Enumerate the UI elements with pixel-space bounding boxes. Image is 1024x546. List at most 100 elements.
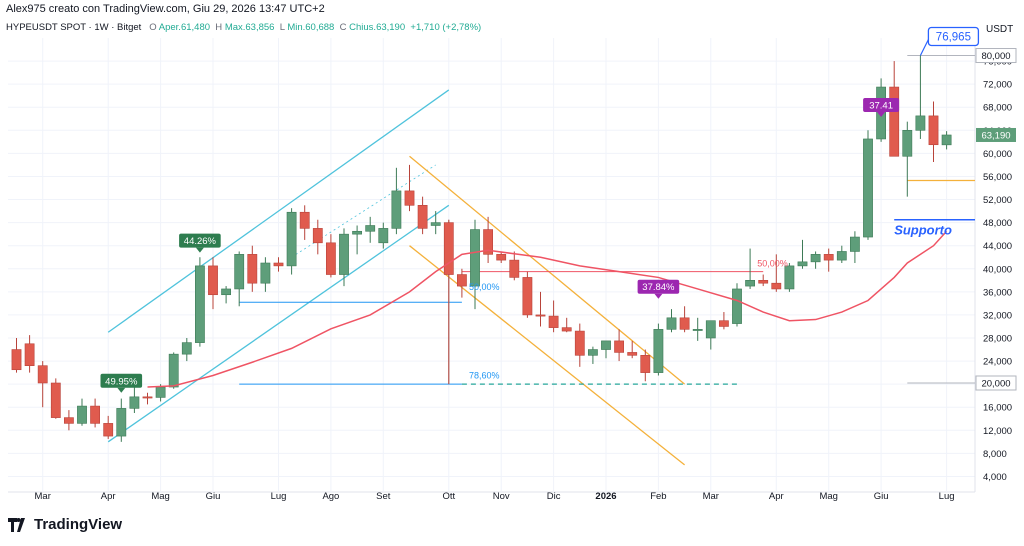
- green-percent-badge-text: 44.26%: [184, 236, 217, 247]
- candle-body[interactable]: [404, 190, 415, 206]
- candle-body[interactable]: [587, 349, 598, 356]
- candle-body[interactable]: [260, 262, 271, 284]
- candle-body[interactable]: [129, 396, 140, 409]
- candle-body[interactable]: [50, 382, 61, 418]
- candle-body[interactable]: [705, 320, 716, 339]
- candle-body[interactable]: [561, 327, 572, 332]
- candle-body[interactable]: [941, 134, 952, 146]
- candle-body[interactable]: [758, 280, 769, 284]
- y-tick-label: 28,000: [983, 334, 1012, 345]
- candle-body[interactable]: [601, 340, 611, 350]
- candle-body[interactable]: [103, 423, 114, 437]
- green-percent-badge-text: 49.95%: [105, 376, 138, 387]
- candle-body[interactable]: [325, 242, 336, 275]
- candle-body[interactable]: [771, 282, 782, 290]
- x-tick-label: 2026: [595, 491, 616, 502]
- ohlc-legend: HYPEUSDT SPOT · 1W · Bitget O Aper.61,48…: [6, 22, 481, 33]
- descending-channel-lower: [409, 245, 686, 466]
- candle-body[interactable]: [614, 340, 624, 353]
- candle-body[interactable]: [312, 228, 323, 244]
- x-tick-label: Lug: [271, 491, 287, 502]
- candle-body[interactable]: [234, 254, 245, 290]
- candle-body[interactable]: [915, 115, 926, 131]
- candle-body[interactable]: [443, 222, 454, 275]
- candle-body[interactable]: [365, 225, 376, 232]
- candle-body[interactable]: [391, 190, 402, 229]
- candle-body[interactable]: [208, 265, 218, 296]
- candle-body[interactable]: [417, 205, 428, 229]
- candle-body[interactable]: [483, 229, 493, 255]
- x-tick-label: Mar: [35, 491, 51, 502]
- candle-body[interactable]: [692, 329, 703, 331]
- candle-body[interactable]: [339, 233, 349, 275]
- candle-body[interactable]: [90, 405, 100, 424]
- candle-body[interactable]: [666, 317, 677, 330]
- candle-body[interactable]: [902, 130, 913, 157]
- candle-body[interactable]: [627, 352, 638, 356]
- x-tick-label: Nov: [493, 491, 510, 502]
- x-tick-label: Mag: [819, 491, 837, 502]
- ath-callout-text: 76,965: [936, 32, 971, 44]
- symbol-label[interactable]: HYPEUSDT SPOT · 1W · Bitget: [6, 22, 142, 33]
- candle-body[interactable]: [456, 274, 467, 287]
- candle-body[interactable]: [352, 230, 362, 235]
- candle-body[interactable]: [836, 251, 847, 261]
- candle-body[interactable]: [574, 330, 585, 356]
- candle-body[interactable]: [784, 265, 795, 290]
- candle-body[interactable]: [849, 236, 860, 252]
- purple-percent-badge-pointer: [654, 293, 663, 299]
- tradingview-logo[interactable]: TradingView: [8, 516, 122, 533]
- candle-body[interactable]: [286, 211, 297, 267]
- candle-body[interactable]: [522, 277, 533, 316]
- candle-body[interactable]: [797, 261, 808, 267]
- purple-percent-badge-text: 37.41: [869, 101, 893, 112]
- candle-body[interactable]: [195, 265, 205, 343]
- candle-body[interactable]: [810, 254, 821, 263]
- close-letter: C: [339, 22, 347, 33]
- candle-body[interactable]: [64, 417, 74, 424]
- candle-body[interactable]: [928, 115, 939, 146]
- candle-body[interactable]: [168, 353, 179, 388]
- candle-body[interactable]: [889, 86, 900, 157]
- candle-body[interactable]: [470, 229, 480, 287]
- candle-body[interactable]: [299, 211, 310, 229]
- candle-body[interactable]: [823, 254, 834, 261]
- descending-channel-upper: [409, 155, 686, 385]
- chart-credit: Alex975 creato con TradingView.com, Giu …: [6, 3, 325, 15]
- candle-body[interactable]: [378, 228, 389, 244]
- x-tick-label: Apr: [101, 491, 116, 502]
- ath-price-text: 80,000: [981, 51, 1010, 62]
- candle-body[interactable]: [221, 288, 231, 296]
- candle-body[interactable]: [745, 280, 755, 287]
- candle-body[interactable]: [37, 365, 48, 384]
- candle-body[interactable]: [11, 349, 22, 371]
- candle-body[interactable]: [863, 138, 873, 238]
- candle-body[interactable]: [640, 355, 651, 373]
- candle-body[interactable]: [496, 254, 507, 261]
- candle-body[interactable]: [548, 315, 559, 328]
- candle-body[interactable]: [142, 396, 153, 399]
- y-tick-label: 32,000: [983, 310, 1012, 321]
- candle-body[interactable]: [273, 262, 284, 267]
- currency-label: USDT: [986, 24, 1014, 35]
- green-percent-badge-pointer: [195, 247, 204, 253]
- last-price-text: 63,190: [981, 130, 1010, 141]
- candle-body[interactable]: [509, 259, 520, 278]
- y-tick-label: 12,000: [983, 426, 1012, 437]
- candle-body[interactable]: [732, 288, 742, 324]
- candle-body[interactable]: [718, 320, 729, 327]
- candle-body[interactable]: [430, 222, 441, 226]
- candle-body[interactable]: [535, 314, 546, 317]
- candle-body[interactable]: [24, 343, 35, 366]
- candle-body[interactable]: [653, 329, 664, 373]
- purple-percent-badge-text: 37.84%: [642, 282, 675, 293]
- candle-body[interactable]: [77, 405, 87, 424]
- candle-body[interactable]: [247, 254, 258, 284]
- candle-body[interactable]: [155, 386, 166, 398]
- y-tick-label: 8,000: [983, 449, 1007, 460]
- candle-body[interactable]: [679, 317, 690, 330]
- candle-body[interactable]: [116, 408, 127, 437]
- candle-body[interactable]: [181, 342, 192, 355]
- change-value: +1,710 (+2,78%): [410, 22, 482, 33]
